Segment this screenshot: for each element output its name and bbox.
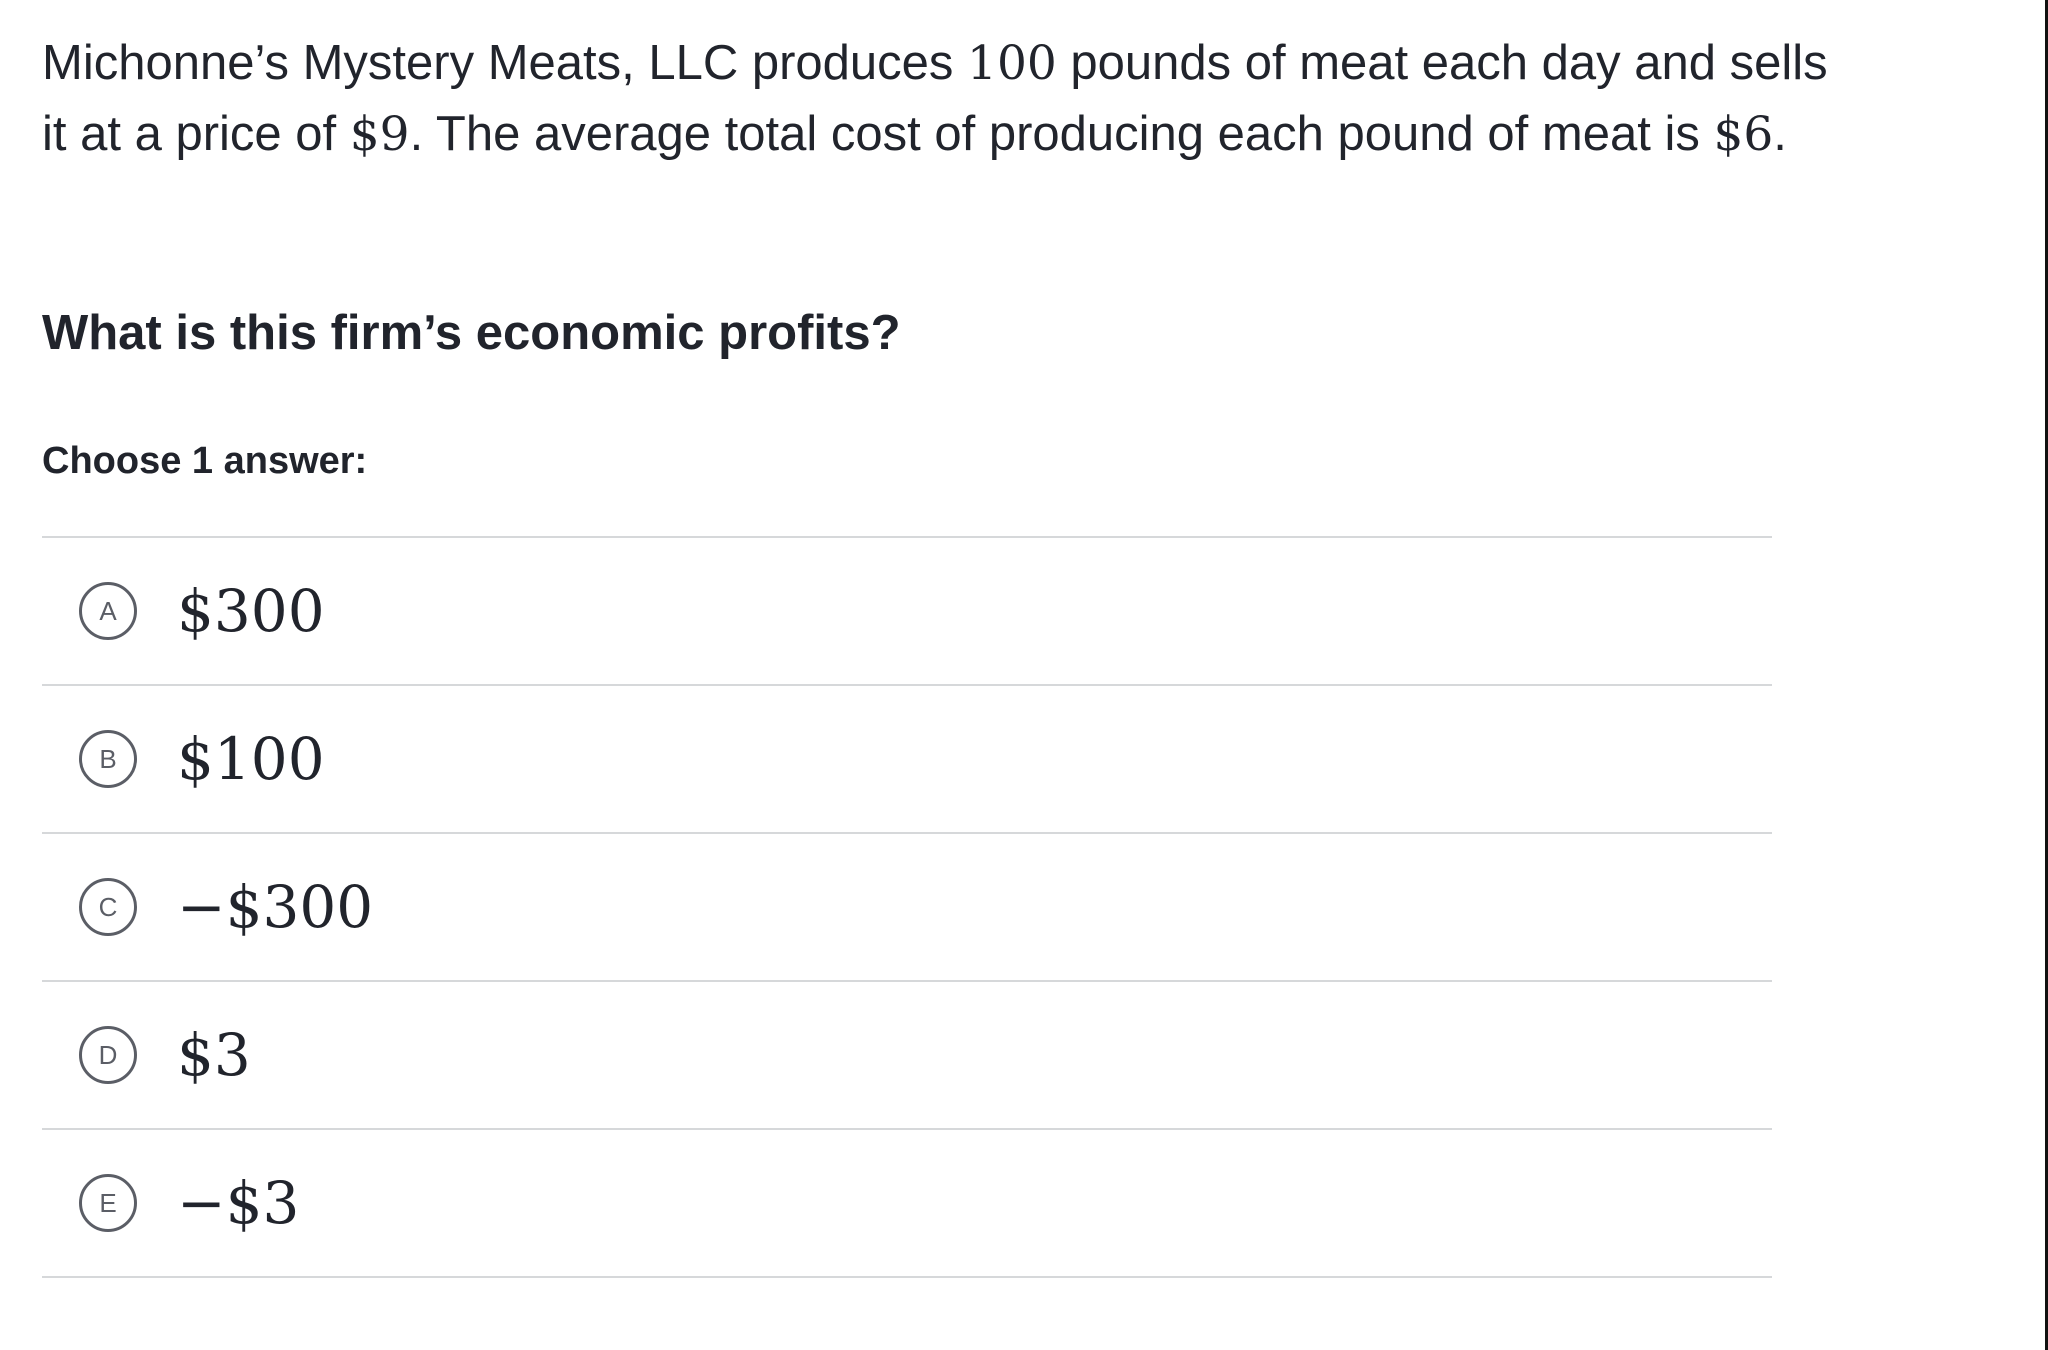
- pounds-value: 100: [967, 36, 1057, 91]
- problem-statement: Michonne’s Mystery Meats, LLC produces 1…: [42, 28, 1842, 170]
- choice-label: $3: [177, 1021, 251, 1089]
- choice-label: −$300: [177, 873, 374, 941]
- choice-e[interactable]: E −$3: [42, 1128, 1772, 1278]
- choice-radio[interactable]: C: [79, 878, 137, 936]
- choice-label: $300: [177, 577, 325, 645]
- price-value: $9: [349, 107, 410, 162]
- choice-label: −$3: [177, 1169, 300, 1237]
- choice-label: $100: [177, 725, 325, 793]
- problem-text: Michonne’s Mystery Meats, LLC produces: [42, 36, 968, 90]
- problem-text: . The average total cost of producing ea…: [409, 107, 1714, 161]
- instruction-text: Choose 1 answer:: [42, 440, 368, 482]
- window-border: [2045, 0, 2048, 1350]
- choice-radio[interactable]: D: [79, 1026, 137, 1084]
- choice-radio[interactable]: A: [79, 582, 137, 640]
- choice-radio[interactable]: B: [79, 730, 137, 788]
- choice-d[interactable]: D $3: [42, 980, 1772, 1128]
- choice-b[interactable]: B $100: [42, 684, 1772, 832]
- answer-choices: A $300 B $100 C −$300 D $3 E −$3: [42, 536, 1772, 1278]
- choice-a[interactable]: A $300: [42, 536, 1772, 684]
- problem-text: pounds of meat each day and sells it at …: [42, 36, 1828, 161]
- problem-text: .: [1773, 107, 1787, 161]
- choice-radio[interactable]: E: [79, 1174, 137, 1232]
- question-text: What is this firm’s economic profits?: [42, 306, 901, 360]
- atc-value: $6: [1713, 107, 1774, 162]
- choice-c[interactable]: C −$300: [42, 832, 1772, 980]
